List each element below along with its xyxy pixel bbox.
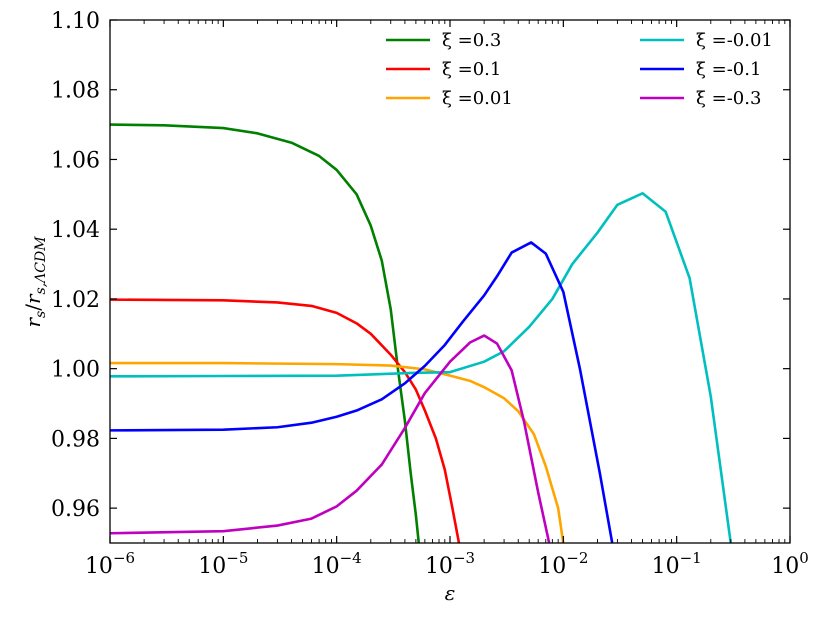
x-tick-exponent: −3 <box>453 549 475 567</box>
y-tick-label: 0.98 <box>51 427 100 452</box>
legend-label: ξ =0.3 <box>442 30 501 51</box>
x-tick-exponent: −2 <box>566 549 588 567</box>
y-tick-label: 1.04 <box>51 218 100 243</box>
series-line-5 <box>110 241 614 543</box>
x-tick-label: 10−2 <box>538 549 588 579</box>
ticks-layer: 10−6 10−5 10−4 10−3 10−2 10−1 1000.960.981.001… <box>51 9 809 579</box>
x-tick-base: 10 <box>312 554 340 579</box>
x-axis-label: ε <box>445 581 456 605</box>
x-tick-label: 10−5 <box>198 549 248 579</box>
y-tick-label: 1.06 <box>51 148 100 173</box>
legend-label: ξ =0.01 <box>442 88 513 109</box>
x-tick-exponent: 0 <box>799 549 809 567</box>
y-tick-label: 0.96 <box>51 497 100 522</box>
legend-label: ξ =-0.3 <box>696 88 761 109</box>
x-tick-base: 10 <box>425 554 453 579</box>
x-tick-base: 10 <box>198 554 226 579</box>
y-tick-label: 1.02 <box>51 288 100 313</box>
legend-label: ξ =-0.01 <box>696 30 773 51</box>
x-tick-label: 10−3 <box>425 549 475 579</box>
y-label-main: r <box>21 317 45 328</box>
x-tick-base: 10 <box>771 554 799 579</box>
legend-label: ξ =0.1 <box>442 59 501 80</box>
y-label-slash: / <box>21 304 45 311</box>
x-tick-base: 10 <box>538 554 566 579</box>
y-label-sub: s <box>33 311 49 318</box>
x-tick-exponent: −1 <box>680 549 702 567</box>
y-tick-label: 1.08 <box>51 79 100 104</box>
x-tick-exponent: −5 <box>226 549 248 567</box>
y-label-den-sub: s,ΛCDM <box>33 236 49 295</box>
x-tick-exponent: −6 <box>113 549 135 567</box>
series-line-4 <box>110 191 733 543</box>
x-tick-base: 10 <box>652 554 680 579</box>
x-tick-exponent: −4 <box>340 549 362 567</box>
legend: ξ =0.3 ξ =0.1 ξ =0.01 ξ =-0.01 ξ =-0.1 ξ =-0.… <box>386 30 773 109</box>
x-tick-label: 10−6 <box>85 549 135 579</box>
x-tick-base: 10 <box>85 554 113 579</box>
x-tick-label: 10−4 <box>312 549 362 579</box>
series-line-6 <box>110 334 551 543</box>
series-line-3 <box>110 361 565 543</box>
y-tick-label: 1.10 <box>51 9 100 34</box>
legend-label: ξ =-0.1 <box>696 59 761 80</box>
y-tick-label: 1.00 <box>51 358 100 383</box>
x-tick-label: 100 <box>771 549 809 579</box>
series-line-1 <box>110 123 421 543</box>
series-line-2 <box>110 298 461 543</box>
y-axis-label: rs/rs,ΛCDM <box>21 236 49 328</box>
x-tick-label: 10−1 <box>652 549 702 579</box>
series-layer <box>110 123 733 543</box>
y-label-den: r <box>21 293 45 304</box>
